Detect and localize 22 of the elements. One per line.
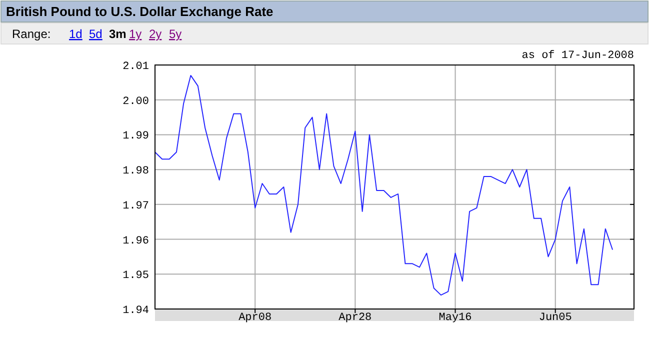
y-tick-label: 1.95: [122, 270, 149, 282]
y-tick-label: 2.00: [122, 96, 149, 108]
x-tick-label: Apr28: [338, 312, 372, 324]
x-tick-label: Apr08: [238, 312, 272, 324]
text: 2y: [149, 27, 162, 41]
text: 3m: [109, 27, 126, 41]
x-tick-label: Jun05: [538, 312, 572, 324]
text: 5y: [169, 27, 182, 41]
text: 5d: [89, 27, 102, 41]
text: as of 17-Jun-2008: [522, 50, 634, 62]
x-tick-label: May16: [438, 312, 472, 324]
y-tick-label: 2.01: [122, 61, 150, 73]
chart-title: British Pound to U.S. Dollar Exchange Rate: [6, 4, 274, 19]
y-tick-label: 1.99: [122, 130, 149, 143]
text: 1y: [129, 27, 142, 41]
y-tick-label: 1.97: [122, 200, 149, 212]
y-tick-label: 1.94: [122, 305, 150, 317]
text: Range:: [12, 27, 51, 41]
y-tick-label: 1.96: [122, 235, 149, 248]
line-series: [154, 74, 614, 296]
text: 1d: [69, 27, 82, 41]
y-tick-label: 1.98: [122, 166, 149, 178]
